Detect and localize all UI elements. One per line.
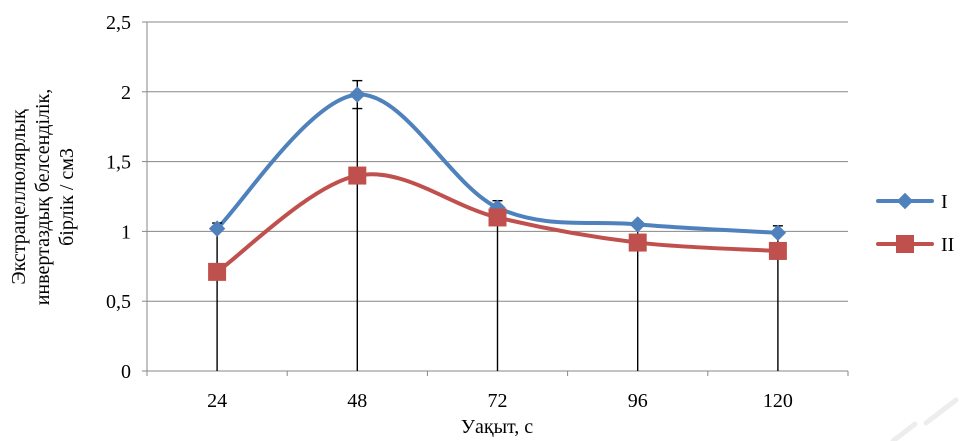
watermark-stroke [890,421,918,441]
watermark-graphic [890,397,959,441]
legend-item-II: II [876,234,954,256]
y-tick-label: 0 [121,361,131,383]
x-axis-title: Уақыт, с [461,416,533,438]
y-tick-label: 2,5 [106,12,131,34]
y-axis-title-line-1: Экстрацеллюлярлық [8,109,30,284]
series-markers [208,86,787,281]
y-axis-title-line-2: инвертаздық белсенділік, [32,89,54,306]
y-tick-label: 2 [121,82,131,104]
legend-label: I [941,191,948,213]
x-tick-label: 96 [628,390,648,412]
tick-labels: 0 0,5 1 1,5 2 2,5 24 48 72 96 120 [106,12,793,412]
x-tick-label: 24 [207,390,227,412]
series-I-line [215,92,780,235]
series-I-marker [769,224,787,242]
y-tick-label: 1 [121,221,131,243]
x-tick-label: 72 [488,390,508,412]
watermark-stroke [923,397,959,426]
series-II-marker [768,241,787,260]
legend-label: II [941,234,954,256]
legend-diamond-marker [896,192,914,210]
series-II-marker [348,166,367,185]
y-axis-title: Экстрацеллюлярлық инвертаздық белсенділі… [8,89,78,306]
series-I-marker [208,220,226,237]
axes [142,21,849,376]
legend-item-I: I [876,191,948,213]
x-tick-label: 48 [347,390,367,412]
legend-square-marker [896,235,914,253]
y-tick-label: 0,5 [106,291,131,313]
y-tick-label: 1,5 [106,152,131,174]
legend: III [876,191,954,256]
series-II-marker [488,208,507,227]
y-axis-title-line-3: бірлік / см3 [56,148,78,246]
series-II-marker [208,262,227,281]
series-I-marker [629,216,646,233]
x-tick-label: 120 [763,390,793,412]
series-I-marker [349,86,366,103]
series-II-marker [628,233,647,252]
